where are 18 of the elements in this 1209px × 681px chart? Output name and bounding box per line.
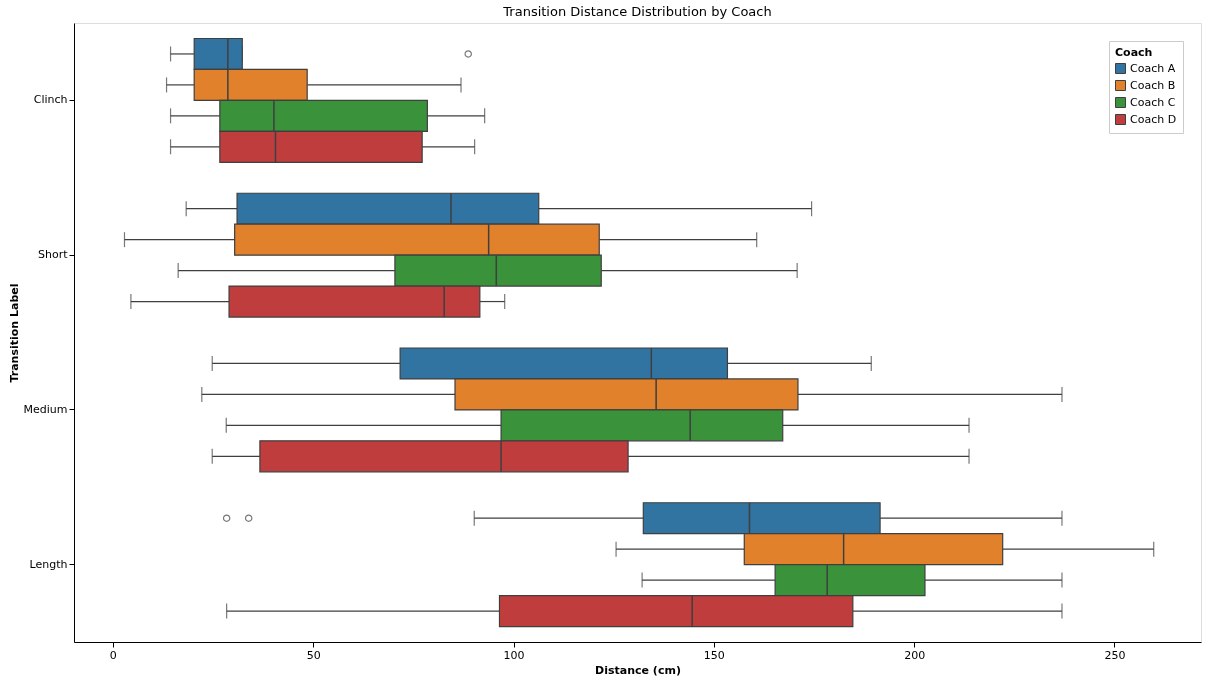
legend-label: Coach C <box>1130 95 1176 109</box>
y-tick-label: Medium <box>23 402 68 416</box>
y-axis-title: Transition Label <box>7 283 21 383</box>
y-tick-label: Clinch <box>33 93 68 107</box>
x-axis-title: Distance (cm) <box>595 663 681 677</box>
legend-label: Coach D <box>1130 112 1177 126</box>
y-tick-label: Short <box>37 248 69 262</box>
x-tick-label: 150 <box>703 648 725 662</box>
x-tick-label: 250 <box>1104 648 1126 662</box>
y-tick-label: Length <box>29 557 68 571</box>
legend-title: Coach <box>1115 46 1153 59</box>
x-tick-label: 200 <box>904 648 926 662</box>
legend-label: Coach A <box>1130 61 1176 75</box>
legend-label: Coach B <box>1130 78 1176 92</box>
x-tick-label: 50 <box>306 648 321 662</box>
x-tick-label: 100 <box>503 648 525 662</box>
x-tick-label: 0 <box>109 648 117 662</box>
chart-title: Transition Distance Distribution by Coach <box>502 4 772 19</box>
